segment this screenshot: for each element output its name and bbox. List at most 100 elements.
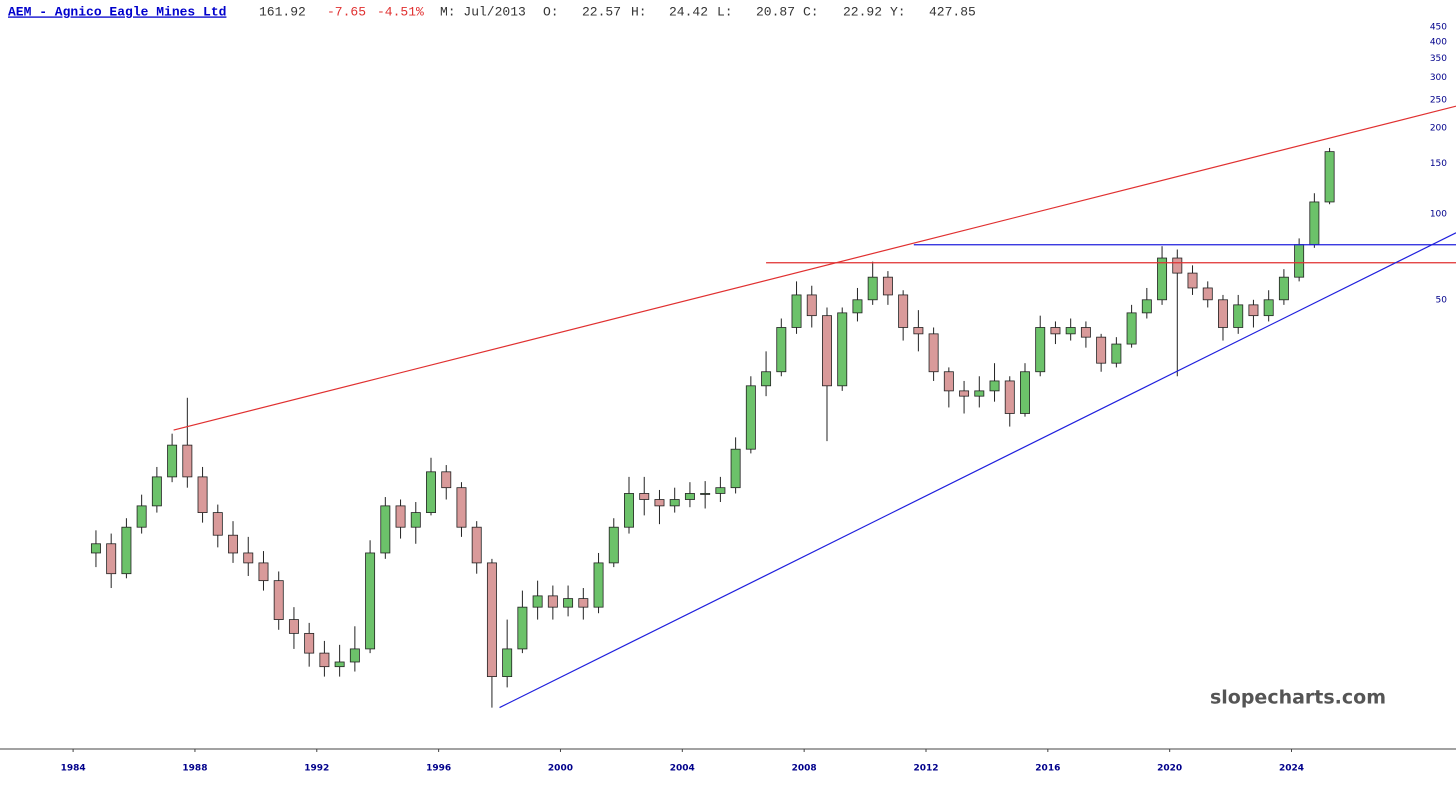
candle-body	[1202, 287, 1213, 301]
y-tick-label: 150	[1430, 159, 1447, 169]
candle-body	[349, 648, 360, 663]
x-tick-label: 2024	[1279, 764, 1304, 774]
candle-body	[471, 526, 482, 564]
last-price: 161.92	[259, 4, 306, 19]
chart-title[interactable]: AEM - Agnico Eagle Mines Ltd	[8, 4, 226, 19]
x-tick-label: 1988	[182, 764, 207, 774]
y-tick-label: 450	[1430, 23, 1447, 33]
candle-body	[989, 380, 1000, 392]
candle-body	[426, 471, 436, 513]
candle-body	[136, 505, 147, 528]
candle-body	[288, 619, 299, 634]
ohlc-value: 427.85	[929, 4, 976, 19]
candle-body	[913, 327, 924, 335]
x-tick-label: 2012	[913, 764, 938, 774]
candle-body	[547, 595, 558, 608]
candle-body	[365, 552, 376, 650]
y-tick-label: 400	[1430, 37, 1447, 47]
candle-body	[273, 580, 284, 620]
period: M: Jul/2013	[440, 4, 526, 19]
candle-body	[304, 632, 315, 654]
x-tick-label: 2016	[1035, 764, 1060, 774]
candle-body	[1065, 327, 1076, 335]
candle-body	[90, 543, 101, 554]
candle-body	[608, 526, 619, 564]
ohlc-label: H:	[631, 4, 647, 19]
candle-body	[791, 294, 802, 328]
y-tick-label: 350	[1430, 54, 1447, 64]
candle-body	[761, 371, 772, 387]
candle-body	[334, 661, 345, 668]
candle-body	[410, 512, 421, 528]
change: -7.65	[327, 4, 366, 19]
candle-body	[1020, 371, 1030, 414]
candle-body	[1111, 343, 1122, 364]
candle-body	[593, 562, 604, 608]
candle-body	[882, 276, 893, 296]
ohlc-label: C:	[803, 4, 819, 19]
x-tick-label: 2000	[548, 764, 573, 774]
candle-body	[822, 315, 832, 387]
candle-body	[441, 471, 452, 489]
candle-body	[730, 448, 741, 489]
candle-body	[654, 499, 665, 507]
candle-body	[867, 276, 878, 301]
candle-body	[1294, 244, 1305, 278]
candle-body	[167, 444, 178, 478]
candle-body	[806, 294, 817, 317]
candle-body	[151, 476, 162, 507]
y-tick-label: 300	[1430, 73, 1447, 83]
candle-body	[943, 371, 954, 392]
ohlc-value: 22.92	[843, 4, 882, 19]
candle-body	[106, 543, 117, 575]
candle-body	[1050, 327, 1061, 335]
candle-body	[837, 312, 848, 387]
candle-body	[624, 493, 634, 528]
candle-body	[1218, 299, 1228, 328]
candle-body	[1141, 299, 1152, 314]
candle-body	[715, 487, 726, 494]
candle-body	[517, 606, 528, 650]
candle-body	[959, 390, 970, 397]
y-tick-label: 250	[1430, 96, 1447, 106]
change-pct: -4.51%	[377, 4, 424, 19]
candle-body	[1263, 299, 1274, 317]
x-tick-label: 1992	[304, 764, 329, 774]
ohlc-label: O:	[543, 4, 559, 19]
candle-body	[852, 299, 863, 314]
candle-body	[1278, 276, 1289, 301]
trend-line	[173, 105, 1456, 431]
candle-body	[532, 595, 543, 608]
candle-body	[700, 493, 711, 495]
ohlc-value: 24.42	[669, 4, 708, 19]
candle-body	[1080, 327, 1091, 338]
candle-body	[197, 476, 208, 513]
candle-body	[258, 562, 269, 582]
candle-body	[745, 385, 756, 450]
candle-body	[1309, 201, 1320, 246]
candle-body	[684, 493, 695, 500]
x-tick-label: 2020	[1157, 764, 1182, 774]
trend-line	[499, 232, 1456, 709]
y-tick-label: 100	[1430, 209, 1447, 219]
candle-body	[121, 526, 132, 575]
candle-body	[380, 505, 391, 554]
candle-body	[1233, 304, 1244, 328]
y-tick-label: 50	[1436, 295, 1448, 305]
candle-body	[1004, 380, 1015, 414]
candle-body	[776, 327, 787, 373]
candle-body	[1187, 272, 1198, 289]
ohlc-value: 20.87	[756, 4, 795, 19]
candle-body	[182, 444, 193, 478]
candle-body	[898, 294, 909, 328]
candle-body	[1035, 327, 1046, 373]
watermark: slopecharts.com	[1210, 687, 1386, 709]
x-tick-label: 2008	[792, 764, 817, 774]
x-tick-label: 1984	[61, 764, 86, 774]
candle-body	[669, 499, 680, 507]
candle-body	[502, 648, 513, 678]
candle-body	[243, 552, 254, 564]
candle-body	[1324, 151, 1335, 203]
candle-body	[1157, 257, 1168, 301]
